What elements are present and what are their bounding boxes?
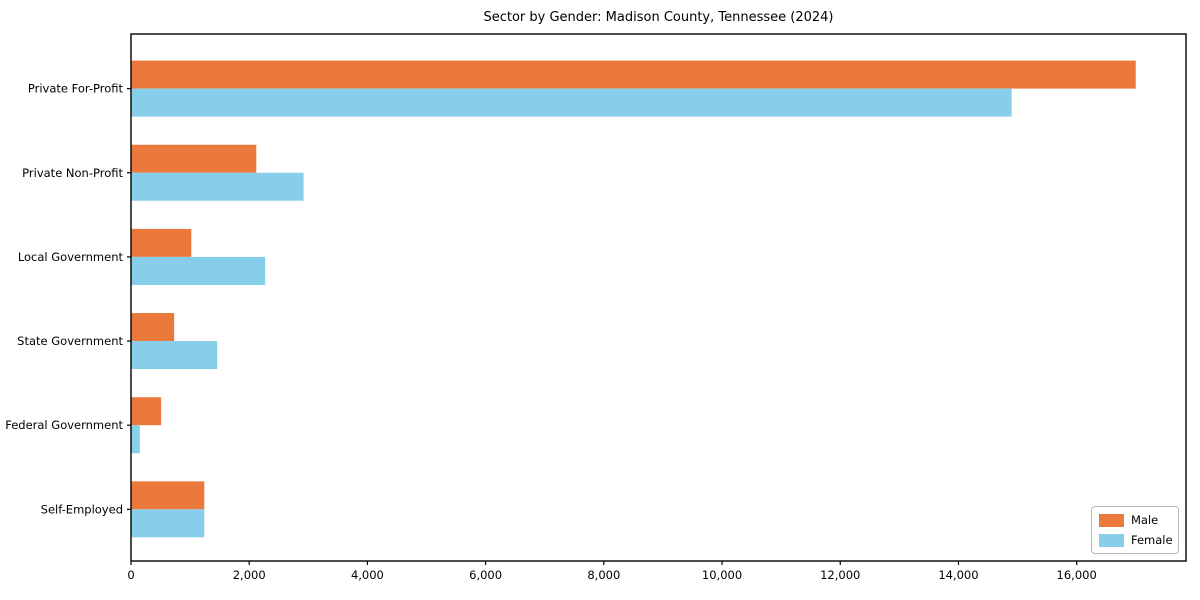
bar-male-private-non-profit — [131, 144, 257, 173]
bar-female-private-non-profit — [131, 172, 304, 201]
plot-border — [130, 33, 1187, 562]
chart-title: Sector by Gender: Madison County, Tennes… — [483, 10, 834, 25]
bar-male-state-government — [131, 313, 175, 342]
bar-female-state-government — [131, 341, 218, 370]
legend-label-female: Female — [1131, 533, 1173, 547]
y-tick-label-private-non-profit: Private Non-Profit — [22, 166, 123, 180]
male-swatch-icon — [1099, 513, 1124, 527]
x-tick-label-2000: 2,000 — [233, 568, 266, 582]
bar-female-self-employed — [131, 509, 205, 538]
x-tick-label-16000: 16,000 — [1057, 568, 1097, 582]
y-tick-label-local-government: Local Government — [18, 250, 124, 264]
x-tick-label-10000: 10,000 — [702, 568, 742, 582]
x-tick-label-6000: 6,000 — [469, 568, 502, 582]
y-tick-label-state-government: State Government — [17, 334, 123, 348]
legend: Male Female — [1091, 506, 1179, 554]
y-tick-label-federal-government: Federal Government — [5, 418, 123, 432]
legend-entry-male: Male — [1099, 513, 1170, 527]
bar-male-private-for-profit — [131, 60, 1136, 89]
x-tick-label-4000: 4,000 — [351, 568, 384, 582]
bar-female-federal-government — [131, 425, 140, 454]
bar-female-local-government — [131, 256, 266, 285]
bar-female-private-for-profit — [131, 88, 1012, 117]
x-tick-label-12000: 12,000 — [820, 568, 860, 582]
bar-male-self-employed — [131, 481, 205, 510]
x-tick-label-14000: 14,000 — [938, 568, 978, 582]
legend-label-male: Male — [1131, 513, 1159, 527]
bar-male-federal-government — [131, 397, 162, 426]
legend-entry-female: Female — [1099, 533, 1173, 547]
x-tick-label-8000: 8,000 — [587, 568, 620, 582]
x-tick-label-0: 0 — [127, 568, 134, 582]
y-tick-label-private-for-profit: Private For-Profit — [28, 82, 124, 96]
female-swatch-icon — [1099, 533, 1124, 547]
bar-male-local-government — [131, 228, 192, 257]
y-tick-label-self-employed: Self-Employed — [41, 502, 123, 516]
